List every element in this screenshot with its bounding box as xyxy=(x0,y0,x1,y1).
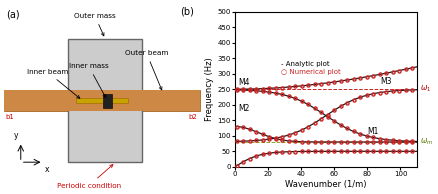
Text: $\omega_1$: $\omega_1$ xyxy=(420,84,431,94)
Text: b2: b2 xyxy=(187,114,196,120)
Text: b1: b1 xyxy=(5,114,14,120)
Text: - Analytic plot: - Analytic plot xyxy=(281,61,329,67)
FancyBboxPatch shape xyxy=(4,90,200,111)
Text: y: y xyxy=(13,131,18,140)
FancyBboxPatch shape xyxy=(102,94,112,108)
Text: Outer mass: Outer mass xyxy=(74,13,116,36)
X-axis label: Wavenumber (1/m): Wavenumber (1/m) xyxy=(285,180,366,189)
Text: x: x xyxy=(44,165,49,174)
Text: M2: M2 xyxy=(238,104,249,113)
Text: Inner mass: Inner mass xyxy=(69,63,109,97)
FancyBboxPatch shape xyxy=(68,39,142,162)
Text: Periodic condition: Periodic condition xyxy=(57,165,120,189)
Text: M1: M1 xyxy=(367,127,378,136)
FancyBboxPatch shape xyxy=(76,98,128,103)
Text: M4: M4 xyxy=(238,78,249,87)
Text: $\omega_m$: $\omega_m$ xyxy=(420,137,433,147)
Text: Inner beam: Inner beam xyxy=(27,69,80,98)
Text: M3: M3 xyxy=(380,77,391,86)
Text: Outer beam: Outer beam xyxy=(125,50,168,90)
Text: (b): (b) xyxy=(180,7,194,17)
Text: (a): (a) xyxy=(6,10,20,19)
FancyBboxPatch shape xyxy=(4,90,200,111)
Text: ○ Numerical plot: ○ Numerical plot xyxy=(281,69,340,75)
Y-axis label: Frequency (Hz): Frequency (Hz) xyxy=(205,57,214,121)
